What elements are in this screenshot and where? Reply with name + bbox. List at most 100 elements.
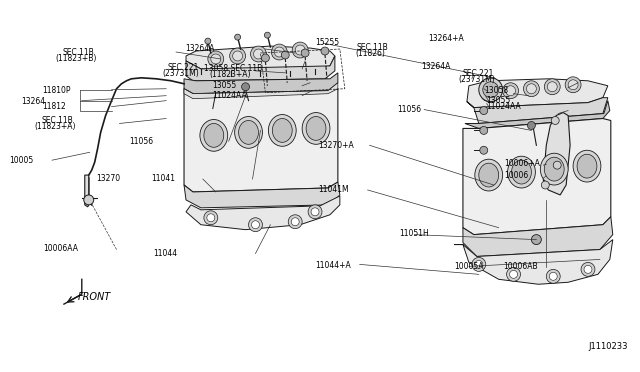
- Text: 11812: 11812: [42, 102, 65, 111]
- Text: J1110233: J1110233: [588, 342, 627, 351]
- Ellipse shape: [475, 159, 502, 191]
- Text: SEC.11B: SEC.11B: [357, 43, 388, 52]
- Circle shape: [295, 45, 305, 55]
- Polygon shape: [184, 83, 338, 99]
- Text: SEC.11B: SEC.11B: [63, 48, 95, 57]
- Circle shape: [233, 51, 243, 61]
- Circle shape: [275, 47, 284, 57]
- Text: (11826): (11826): [355, 49, 385, 58]
- Circle shape: [253, 49, 264, 59]
- Text: (11823+A): (11823+A): [209, 70, 251, 79]
- Circle shape: [541, 181, 549, 189]
- Text: 15255: 15255: [315, 38, 339, 47]
- Circle shape: [475, 260, 483, 268]
- Text: 13264A: 13264A: [186, 44, 214, 53]
- Circle shape: [292, 42, 308, 58]
- Circle shape: [502, 83, 518, 99]
- Circle shape: [84, 195, 93, 205]
- Text: 13058: 13058: [484, 86, 508, 94]
- Circle shape: [581, 262, 595, 276]
- Text: 13264A: 13264A: [422, 61, 451, 71]
- Ellipse shape: [577, 154, 597, 178]
- Circle shape: [527, 84, 536, 94]
- Ellipse shape: [302, 113, 330, 144]
- Ellipse shape: [204, 124, 224, 147]
- Polygon shape: [84, 175, 89, 207]
- Polygon shape: [463, 119, 611, 235]
- Polygon shape: [184, 73, 338, 94]
- Text: 11041M: 11041M: [318, 185, 349, 194]
- Circle shape: [480, 146, 488, 154]
- Circle shape: [480, 126, 488, 134]
- Polygon shape: [184, 182, 340, 208]
- Text: SEC.221: SEC.221: [168, 62, 199, 72]
- Circle shape: [565, 77, 581, 93]
- Text: 10006AB: 10006AB: [503, 262, 538, 271]
- Ellipse shape: [235, 116, 262, 148]
- Text: 11044+A: 11044+A: [315, 261, 351, 270]
- Polygon shape: [467, 98, 608, 124]
- Text: 10005A: 10005A: [454, 262, 484, 271]
- Text: 11810P: 11810P: [42, 86, 70, 94]
- Circle shape: [241, 83, 250, 91]
- Circle shape: [205, 38, 211, 44]
- Polygon shape: [463, 217, 612, 256]
- Circle shape: [584, 265, 592, 273]
- Ellipse shape: [479, 163, 499, 187]
- Text: (11823+B): (11823+B): [55, 54, 97, 63]
- Text: 11024AA: 11024AA: [486, 102, 521, 111]
- Circle shape: [301, 49, 309, 57]
- Text: 13264+A: 13264+A: [428, 34, 464, 43]
- Polygon shape: [465, 101, 610, 128]
- Circle shape: [288, 215, 302, 229]
- Text: 11051H: 11051H: [399, 230, 429, 238]
- Text: 10005: 10005: [9, 155, 33, 165]
- Circle shape: [204, 211, 218, 225]
- Circle shape: [547, 269, 560, 283]
- Circle shape: [484, 89, 493, 99]
- Text: 11044: 11044: [154, 249, 178, 258]
- Circle shape: [248, 218, 262, 232]
- Circle shape: [271, 44, 287, 60]
- Text: 13055: 13055: [212, 81, 236, 90]
- Circle shape: [321, 47, 329, 55]
- Text: 10006+A: 10006+A: [504, 159, 540, 169]
- Ellipse shape: [508, 156, 536, 188]
- Polygon shape: [186, 46, 335, 71]
- Ellipse shape: [273, 119, 292, 142]
- Text: FRONT: FRONT: [77, 292, 111, 302]
- Text: 11056: 11056: [397, 105, 422, 114]
- Text: 11024AA: 11024AA: [212, 91, 247, 100]
- Circle shape: [506, 86, 516, 96]
- Circle shape: [568, 80, 578, 90]
- Circle shape: [480, 107, 488, 115]
- Polygon shape: [543, 113, 570, 195]
- Text: 10006: 10006: [504, 171, 529, 180]
- Circle shape: [507, 267, 520, 281]
- Circle shape: [553, 161, 561, 169]
- Circle shape: [531, 235, 541, 244]
- Ellipse shape: [511, 160, 531, 184]
- Circle shape: [551, 116, 559, 125]
- Text: 13055: 13055: [486, 96, 511, 105]
- Text: 13270: 13270: [97, 174, 120, 183]
- Circle shape: [282, 51, 289, 59]
- Text: 13264: 13264: [22, 97, 45, 106]
- Text: (23731M): (23731M): [163, 69, 199, 78]
- Circle shape: [207, 214, 215, 222]
- Circle shape: [235, 34, 241, 40]
- Ellipse shape: [239, 121, 259, 144]
- Circle shape: [524, 81, 540, 97]
- Text: 10006AA: 10006AA: [44, 244, 79, 253]
- Text: (23731M): (23731M): [458, 75, 495, 84]
- Ellipse shape: [268, 115, 296, 146]
- Circle shape: [262, 54, 269, 62]
- Circle shape: [479, 78, 502, 102]
- Ellipse shape: [540, 153, 568, 185]
- Circle shape: [509, 270, 518, 278]
- Polygon shape: [467, 79, 608, 108]
- Circle shape: [208, 51, 224, 67]
- Circle shape: [549, 272, 557, 280]
- Text: 13270+A: 13270+A: [318, 141, 354, 150]
- Circle shape: [308, 205, 322, 219]
